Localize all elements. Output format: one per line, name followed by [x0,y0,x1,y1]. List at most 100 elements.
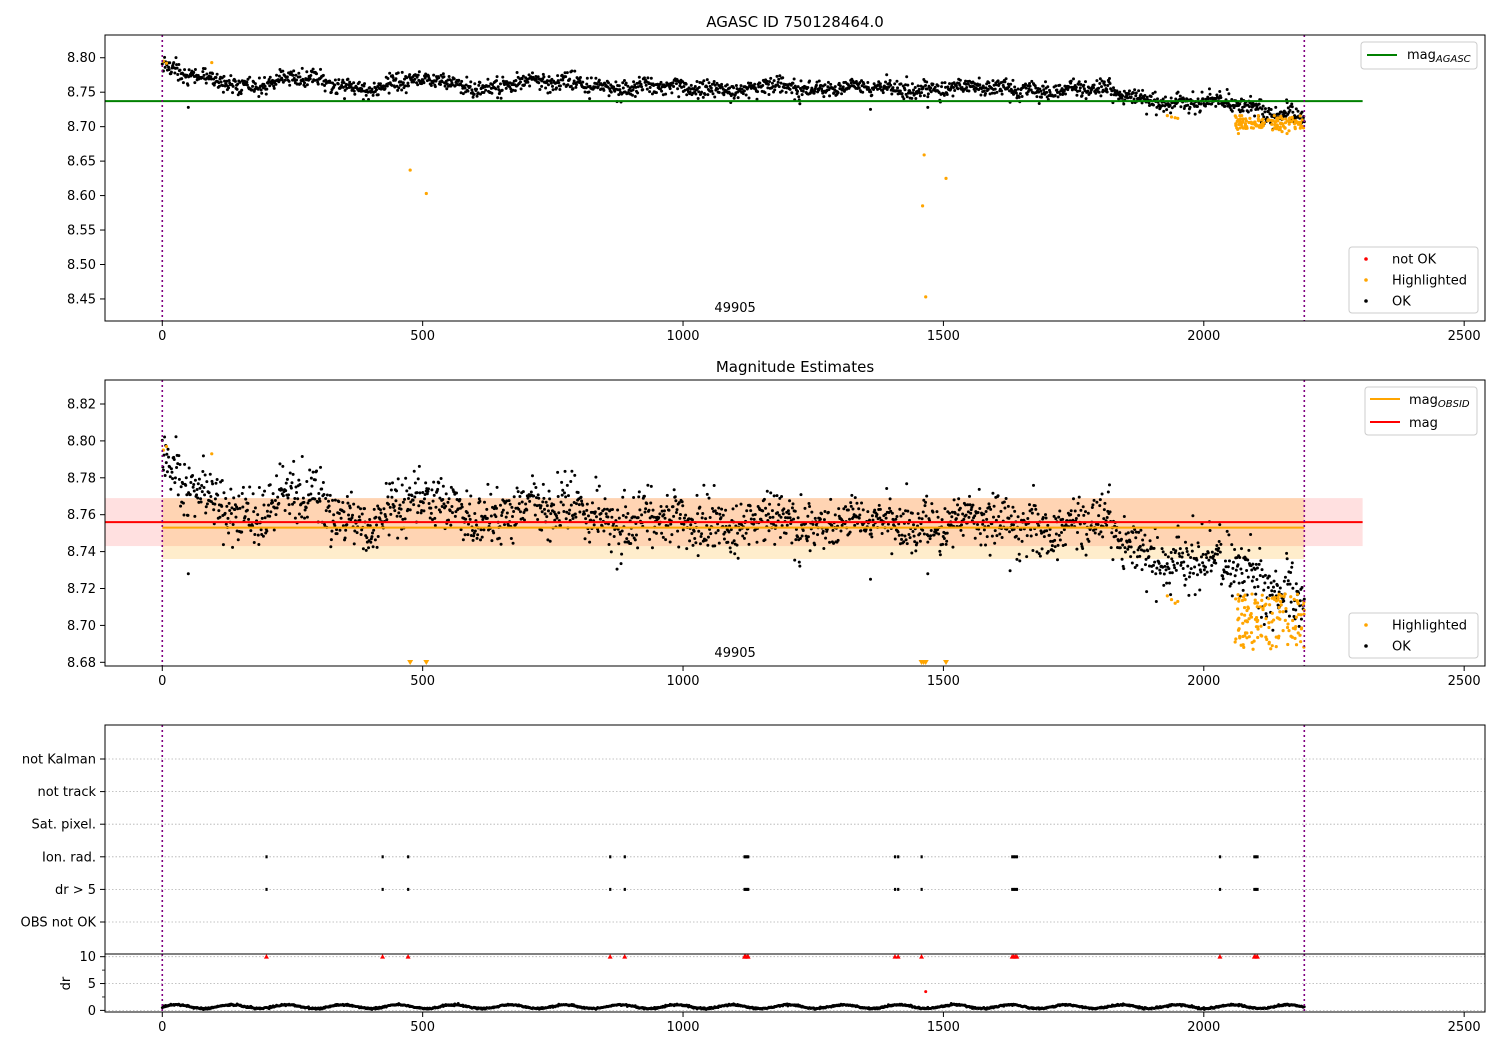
ok-point [636,546,639,549]
ok-point [238,507,241,510]
ok-point [1099,94,1102,97]
ok-point [957,497,960,500]
ok-point [1253,114,1256,117]
ok-point [1038,102,1041,105]
ok-point [182,502,185,505]
legend-mag-label: mag [1409,416,1438,431]
highlighted-point [1248,117,1251,120]
ok-point [1211,551,1214,554]
ok-point [461,506,464,509]
ok-point [732,86,735,89]
ok-point [446,501,449,504]
ok-point [479,538,482,541]
ok-point [178,463,181,466]
ok-point [418,70,421,73]
ok-point [326,494,329,497]
ok-point [340,517,343,520]
ok-point [485,508,488,511]
ok-point [380,512,383,515]
ok-point [525,508,528,511]
ok-point [301,455,304,458]
flag-event-marker [1016,888,1018,891]
ok-point [869,90,872,93]
ok-point [1159,572,1162,575]
ok-point [577,491,580,494]
flag-category-label: Sat. pixel. [32,818,96,833]
highlighted-point [1236,607,1239,610]
ok-point [754,513,757,516]
ok-point [1258,563,1261,566]
ok-point [1098,91,1101,94]
ok-point [651,546,654,549]
ok-point [356,531,359,534]
ok-point [178,478,181,481]
ok-point [632,80,635,83]
panel-dr-points [161,954,1306,1011]
ok-point [1190,567,1193,570]
ok-point [669,87,672,90]
ok-point [646,530,649,533]
ok-point [660,90,663,93]
ok-point [1032,484,1035,487]
ok-point [684,514,687,517]
ok-point [1219,96,1222,99]
ok-point [906,542,909,545]
ok-point [179,505,182,508]
highlighted-point [1282,125,1285,128]
ok-point [1227,92,1230,95]
ok-point [681,504,684,507]
ok-point [645,84,648,87]
highlighted-point [1248,635,1251,638]
ok-point [693,530,696,533]
ok-point [1144,563,1147,566]
ok-point [416,83,419,86]
ok-point [779,82,782,85]
ok-point [1209,529,1212,532]
ok-point [955,517,958,520]
ok-point [903,534,906,537]
ok-point [260,88,263,91]
ok-point [643,495,646,498]
ok-point [320,487,323,490]
ok-point [1167,567,1170,570]
ok-point [1258,547,1261,550]
ok-point [796,535,799,538]
ok-point [209,495,212,498]
ok-point [664,93,667,96]
ok-point [409,508,412,511]
ok-point [251,85,254,88]
ok-point [1250,109,1253,112]
ok-point [792,518,795,521]
ok-point [288,84,291,87]
ok-point [620,553,623,556]
ok-point [176,73,179,76]
highlighted-point [1234,640,1237,643]
ok-point [286,496,289,499]
ok-point [410,494,413,497]
ok-point [315,469,318,472]
ok-point [496,486,499,489]
ok-point [201,490,204,493]
ok-point [1218,90,1221,93]
ok-point [717,506,720,509]
ok-point [596,489,599,492]
highlighted-point [1240,613,1243,616]
ok-point [862,82,865,85]
ok-point [538,88,541,91]
ok-point [183,68,186,71]
ok-point [713,484,716,487]
ok-point [1084,510,1087,513]
ok-point [568,509,571,512]
ok-point [1163,565,1166,568]
ok-point [1238,582,1241,585]
ok-point [918,517,921,520]
ok-point [418,465,421,468]
ok-point [938,550,941,553]
ok-point [870,535,873,538]
ok-point [1169,593,1172,596]
ok-point [897,531,900,534]
flag-event-marker [747,888,749,891]
ok-point [317,83,320,86]
ok-point [242,486,245,489]
ok-point [1120,538,1123,541]
